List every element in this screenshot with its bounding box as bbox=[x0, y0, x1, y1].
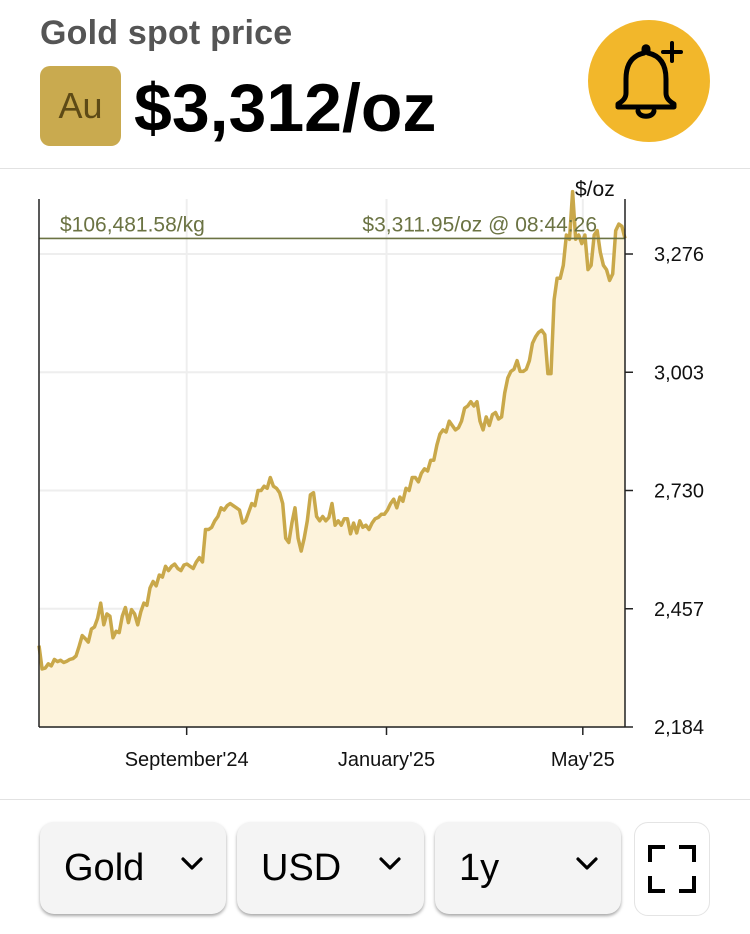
range-select[interactable]: 1y bbox=[435, 822, 621, 914]
y-tick-label: 2,730 bbox=[654, 481, 704, 503]
y-unit-label: $/oz bbox=[575, 178, 615, 201]
y-tick-label: 3,003 bbox=[654, 362, 704, 384]
fullscreen-icon bbox=[648, 845, 696, 893]
chevron-down-icon bbox=[576, 857, 598, 870]
price-line bbox=[37, 189, 627, 671]
x-tick-label: September'24 bbox=[125, 749, 249, 771]
bell-plus-icon bbox=[615, 41, 683, 119]
fullscreen-button[interactable] bbox=[634, 822, 710, 916]
price-chart: $106,481.58/kg $3,311.95/oz @ 08:44:26 3,2… bbox=[0, 169, 750, 799]
x-tick-label: January'25 bbox=[338, 749, 435, 771]
price-area bbox=[39, 191, 625, 728]
chevron-down-icon bbox=[379, 857, 401, 870]
reference-label-oz: $3,311.95/oz @ 08:44:26 bbox=[362, 213, 597, 236]
symbol-label: Au bbox=[58, 85, 103, 126]
x-tick-label: May'25 bbox=[551, 749, 615, 771]
current-price: $3,312/oz bbox=[134, 70, 437, 146]
currency-select-value: USD bbox=[261, 846, 342, 889]
metal-select[interactable]: Gold bbox=[40, 822, 226, 914]
y-tick-label: 2,457 bbox=[654, 599, 704, 621]
symbol-badge: Au bbox=[40, 66, 121, 146]
metal-select-value: Gold bbox=[64, 846, 145, 889]
chevron-down-icon bbox=[181, 857, 203, 870]
range-select-value: 1y bbox=[459, 846, 500, 889]
header: Gold spot price Au $3,312/oz bbox=[0, 0, 750, 169]
currency-select[interactable]: USD bbox=[237, 822, 424, 914]
page-title: Gold spot price bbox=[40, 14, 293, 52]
price-chart-svg: $106,481.58/kg $3,311.95/oz @ 08:44:26 3,2… bbox=[37, 178, 704, 771]
y-tick-label: 3,276 bbox=[654, 244, 704, 266]
price-alert-button[interactable] bbox=[588, 20, 710, 142]
footer bbox=[0, 799, 750, 934]
y-tick-label: 2,184 bbox=[654, 717, 704, 739]
reference-label-kg: $106,481.58/kg bbox=[60, 213, 205, 236]
